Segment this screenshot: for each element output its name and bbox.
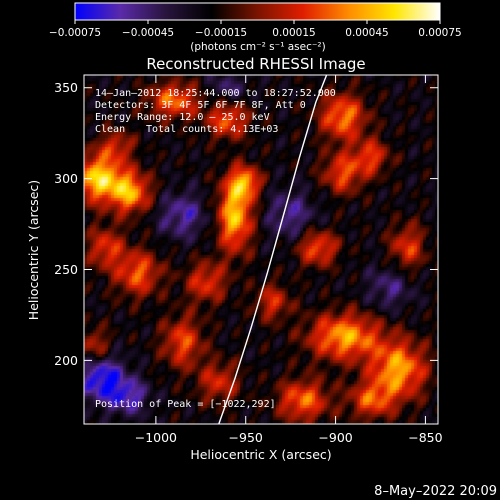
heatmap-image [84, 75, 438, 424]
x-tick-label: −850 [408, 430, 442, 445]
colorbar-units: (photons cm⁻² s⁻¹ asec⁻²) [190, 41, 325, 53]
annotation-total-counts: Total counts: 4.13E+03 [146, 124, 278, 135]
x-tick-label: −1000 [135, 430, 177, 445]
colorbar-tick-label: 0.00045 [345, 27, 388, 39]
colorbar [74, 2, 441, 21]
annotation-time-range: 14–Jan–2012 18:25:44.000 to 18:27:52.000 [95, 88, 336, 99]
x-tick-label: −900 [318, 430, 352, 445]
y-tick-label: 250 [54, 262, 78, 277]
colorbar-tick-label: −0.00045 [122, 27, 174, 39]
x-axis-label: Heliocentric X (arcsec) [190, 447, 331, 462]
y-axis-label: Heliocentric Y (arcsec) [26, 180, 41, 320]
colorbar-tick-label: −0.00015 [195, 27, 247, 39]
chart-title: Reconstructed RHESSI Image [146, 55, 365, 73]
y-tick-label: 300 [54, 171, 78, 186]
axis-ticks: −1000 −950 −900 −850 200 250 300 350 [54, 75, 443, 445]
y-tick-label: 350 [54, 80, 78, 95]
annotation-peak-position: Position of Peak = [−1022,292] [95, 399, 276, 410]
annotation-detectors: Detectors: 3F 4F 5F 6F 7F 8F, Att 0 [95, 100, 306, 111]
plot-frame [83, 74, 439, 425]
solar-limb-curve [218, 75, 328, 424]
colorbar-ticks: −0.00075 −0.00045 −0.00015 0.00015 0.00045 0.… [49, 20, 462, 39]
footer-timestamp: 8–May–2022 20:09 [374, 484, 497, 499]
annotation-clean: Clean [95, 124, 125, 135]
annotation-energy-range: Energy Range: 12.0 – 25.0 keV [95, 112, 270, 123]
y-tick-label: 200 [54, 353, 78, 368]
colorbar-tick-label: −0.00075 [49, 27, 101, 39]
colorbar-tick-label: 0.00015 [272, 27, 315, 39]
colorbar-tick-label: 0.00075 [418, 27, 461, 39]
x-tick-label: −950 [229, 430, 263, 445]
